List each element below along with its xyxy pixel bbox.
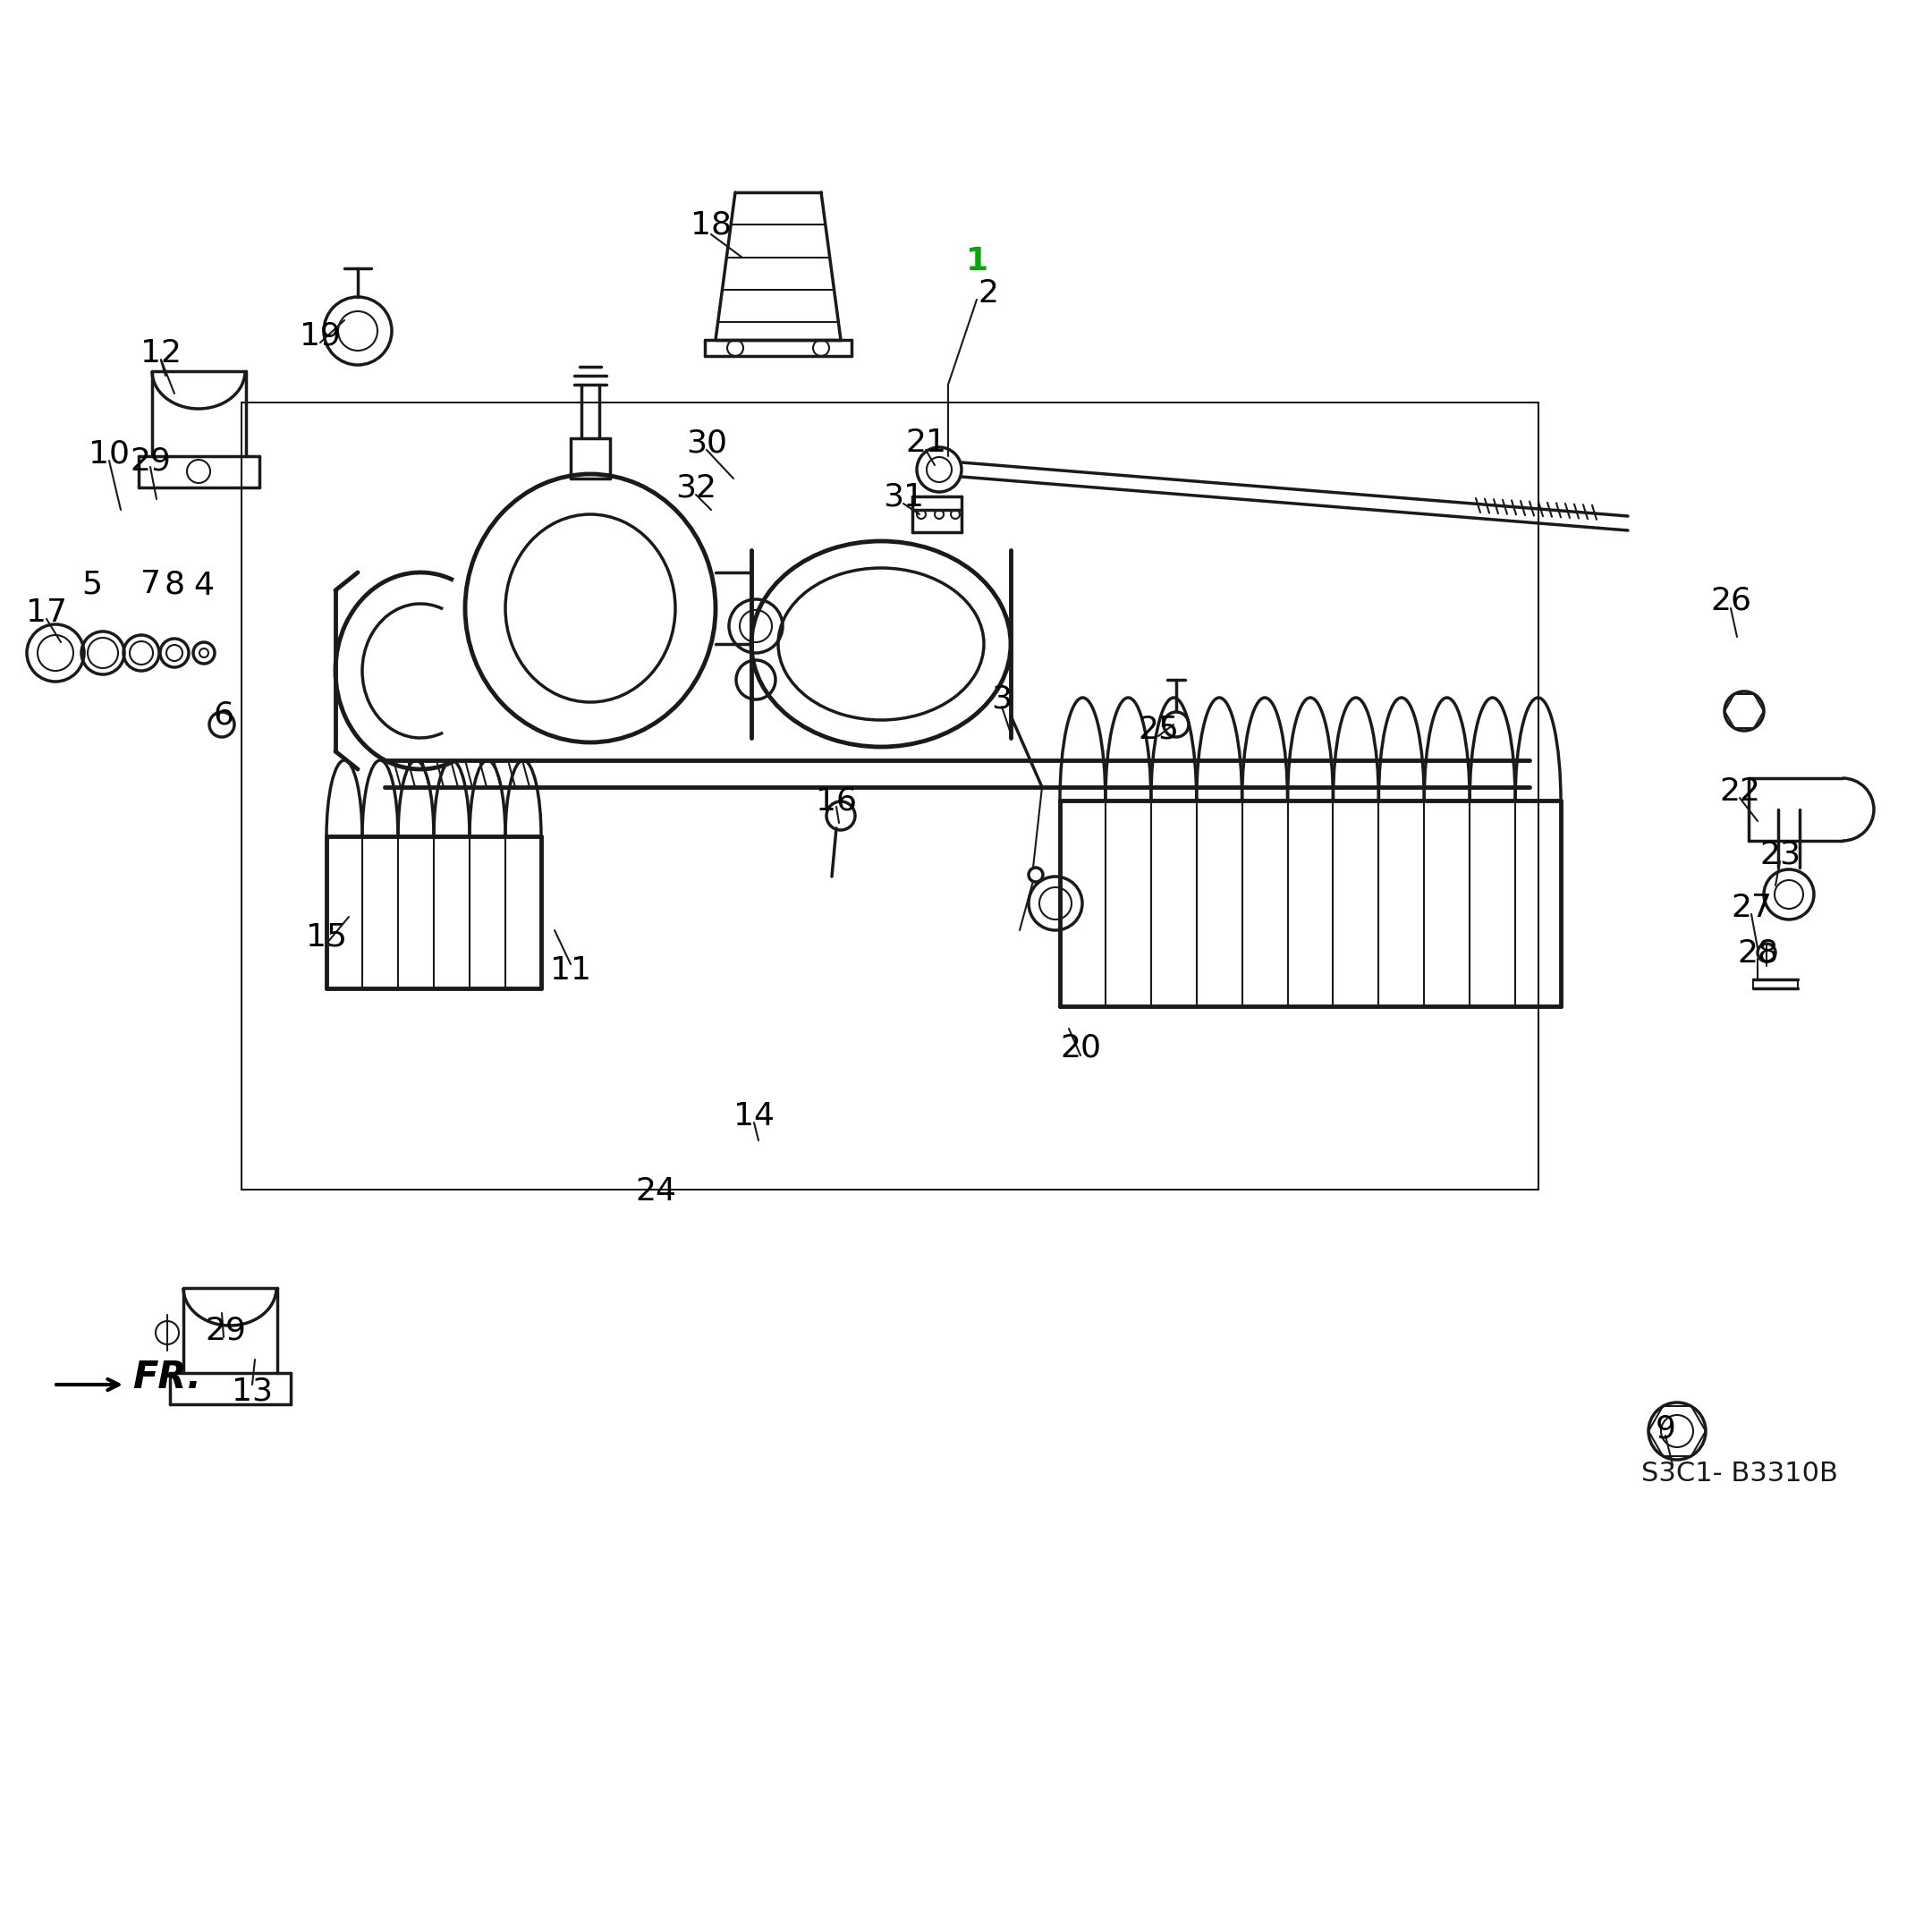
Text: FR.: FR. [133, 1358, 201, 1397]
Text: 31: 31 [883, 481, 923, 512]
Text: 29: 29 [129, 446, 170, 475]
Text: 20: 20 [1061, 1034, 1101, 1063]
Text: 16: 16 [815, 784, 858, 815]
Text: 3: 3 [991, 684, 1012, 715]
Text: 6: 6 [213, 699, 234, 730]
Text: 1: 1 [966, 245, 987, 276]
Text: 15: 15 [305, 922, 348, 952]
Text: 21: 21 [906, 427, 947, 458]
Text: 9: 9 [1656, 1414, 1675, 1445]
Text: 25: 25 [1138, 713, 1179, 744]
Text: 13: 13 [232, 1376, 272, 1406]
Text: 26: 26 [1710, 585, 1750, 616]
Text: 14: 14 [734, 1101, 775, 1132]
Text: 24: 24 [636, 1177, 676, 1208]
Text: 10: 10 [89, 439, 129, 469]
Text: 18: 18 [690, 211, 732, 242]
Text: 28: 28 [1737, 937, 1777, 968]
Text: 2: 2 [978, 278, 999, 309]
Text: 7: 7 [139, 568, 160, 599]
Text: 23: 23 [1760, 838, 1801, 869]
Text: 8: 8 [164, 568, 185, 599]
Text: 29: 29 [205, 1316, 245, 1347]
Text: 30: 30 [686, 427, 726, 458]
Text: 17: 17 [25, 597, 68, 628]
Text: 22: 22 [1719, 777, 1760, 808]
Text: S3C1- B3310B: S3C1- B3310B [1642, 1461, 1837, 1488]
Text: 19: 19 [299, 321, 340, 350]
Text: 32: 32 [676, 471, 717, 502]
Text: 12: 12 [141, 338, 182, 369]
Text: 11: 11 [551, 954, 591, 985]
Text: 5: 5 [81, 568, 102, 599]
Text: 4: 4 [193, 570, 214, 601]
Text: 27: 27 [1731, 893, 1772, 923]
